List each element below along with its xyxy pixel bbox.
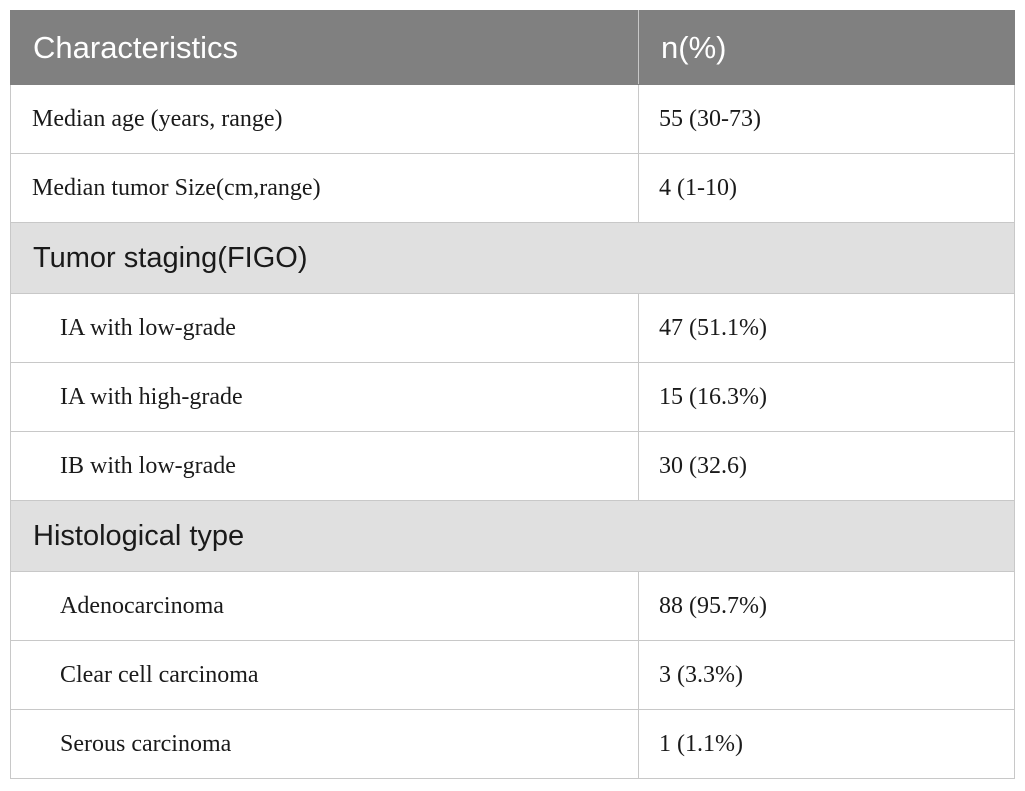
row-value: 88 (95.7%) xyxy=(638,571,1015,641)
row-value: 55 (30-73) xyxy=(638,84,1015,154)
table-row: Median tumor Size(cm,range) 4 (1-10) xyxy=(10,153,1015,223)
row-label: IA with high-grade xyxy=(10,362,639,432)
section-title-tumor-staging: Tumor staging(FIGO) xyxy=(10,222,1015,294)
row-label: Median age (years, range) xyxy=(10,84,639,154)
table-header: Characteristics n(%) xyxy=(10,10,1015,85)
table-row: Serous carcinoma 1 (1.1%) xyxy=(10,709,1015,779)
characteristics-table-container: Characteristics n(%) Median age (years, … xyxy=(10,10,1015,779)
row-value: 4 (1-10) xyxy=(638,153,1015,223)
table-row: IB with low-grade 30 (32.6) xyxy=(10,431,1015,501)
table-row: Median age (years, range) 55 (30-73) xyxy=(10,84,1015,154)
row-value: 47 (51.1%) xyxy=(638,293,1015,363)
header-characteristics: Characteristics xyxy=(10,10,639,85)
table-row: Clear cell carcinoma 3 (3.3%) xyxy=(10,640,1015,710)
header-n-percent: n(%) xyxy=(638,10,1015,85)
table-body: Median age (years, range) 55 (30-73) Med… xyxy=(10,84,1015,779)
section-title-histological-type: Histological type xyxy=(10,500,1015,572)
row-value: 15 (16.3%) xyxy=(638,362,1015,432)
section-header-row: Histological type xyxy=(10,500,1015,572)
row-label: Clear cell carcinoma xyxy=(10,640,639,710)
row-label: IA with low-grade xyxy=(10,293,639,363)
row-label: Serous carcinoma xyxy=(10,709,639,779)
table-row: Adenocarcinoma 88 (95.7%) xyxy=(10,571,1015,641)
row-label: Adenocarcinoma xyxy=(10,571,639,641)
table-row: IA with low-grade 47 (51.1%) xyxy=(10,293,1015,363)
row-value: 3 (3.3%) xyxy=(638,640,1015,710)
row-value: 30 (32.6) xyxy=(638,431,1015,501)
row-value: 1 (1.1%) xyxy=(638,709,1015,779)
row-label: IB with low-grade xyxy=(10,431,639,501)
row-label: Median tumor Size(cm,range) xyxy=(10,153,639,223)
section-header-row: Tumor staging(FIGO) xyxy=(10,222,1015,294)
characteristics-table: Characteristics n(%) Median age (years, … xyxy=(10,10,1015,779)
table-row: IA with high-grade 15 (16.3%) xyxy=(10,362,1015,432)
header-row: Characteristics n(%) xyxy=(10,10,1015,85)
